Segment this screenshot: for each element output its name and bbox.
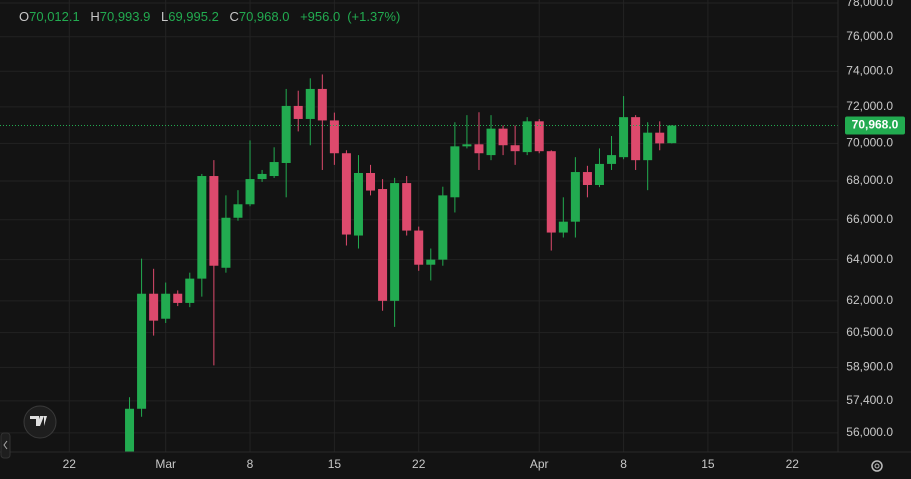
candle-body — [317, 88, 327, 121]
candle-body — [221, 217, 231, 268]
candle-body — [667, 125, 677, 144]
y-tick-label: 78,000.0 — [846, 0, 893, 9]
value: 70,968.0 — [238, 9, 290, 24]
candle-body — [378, 189, 388, 301]
candle-body — [366, 172, 376, 191]
y-tick-label: 58,900.0 — [846, 360, 893, 374]
candle-body — [185, 278, 195, 303]
price-tag — [845, 116, 905, 135]
candle-body — [149, 293, 159, 321]
candle-body — [390, 183, 400, 301]
candle-body — [655, 132, 665, 144]
candle-body — [486, 128, 496, 156]
value: 69,995.2 — [168, 9, 219, 24]
candle-body — [546, 151, 556, 233]
candle-body — [414, 230, 424, 265]
y-tick-label: 70,000.0 — [846, 136, 893, 150]
ohlc-header: O70,012.1 H70,993.9 L69,995.2 C70,968.0 … — [19, 9, 407, 24]
x-tick-label: 22 — [63, 457, 77, 471]
candle-body — [474, 144, 484, 154]
candle-body — [619, 117, 629, 158]
settings-button[interactable] — [871, 460, 883, 472]
candle-body — [293, 105, 303, 119]
y-tick-label: 64,000.0 — [846, 252, 893, 266]
value: 70,993.9 — [99, 9, 151, 24]
candle-body — [426, 259, 436, 265]
candle-body — [558, 221, 568, 233]
candle-body — [462, 144, 472, 147]
candle-body — [510, 145, 520, 152]
candle-body — [173, 293, 183, 303]
y-tick-label: 62,000.0 — [846, 293, 893, 307]
x-tick-label: 8 — [620, 457, 627, 471]
candle-body — [329, 120, 339, 154]
x-tick-label: 22 — [412, 457, 426, 471]
candle-body — [402, 183, 412, 231]
candle-body — [631, 117, 641, 161]
candle-body — [305, 88, 315, 119]
price-tag-label: 70,968.0 — [852, 118, 899, 132]
change: +956.0 — [300, 9, 341, 24]
candle-body — [245, 179, 255, 205]
y-tick-label: 60,500.0 — [846, 325, 893, 339]
y-tick-label: 68,000.0 — [846, 173, 893, 187]
candle-body — [209, 176, 219, 266]
change-pct: (+1.37%) — [347, 9, 401, 24]
candle-body — [450, 146, 460, 198]
candle-body — [438, 195, 448, 260]
candle-body — [522, 121, 532, 153]
y-tick-label: 76,000.0 — [846, 29, 893, 43]
candle-body — [341, 153, 351, 235]
x-tick-label: 8 — [247, 457, 254, 471]
x-tick-label: 15 — [328, 457, 342, 471]
candle-body — [582, 172, 592, 185]
value: 70,012.1 — [29, 9, 80, 24]
candle-body — [269, 162, 279, 177]
candle-body — [570, 172, 580, 222]
grid — [0, 0, 838, 452]
x-tick-label: 15 — [701, 457, 715, 471]
candle-body — [643, 132, 653, 161]
y-tick-label: 56,000.0 — [846, 425, 893, 439]
candle-body — [534, 121, 544, 152]
candle-body — [257, 173, 267, 180]
x-tick-label: Mar — [155, 457, 176, 471]
candle-body — [125, 408, 135, 452]
y-tick-label: 57,400.0 — [846, 393, 893, 407]
y-tick-label: 72,000.0 — [846, 99, 893, 113]
candles — [0, 74, 838, 452]
candle-body — [137, 293, 147, 409]
candle-body — [498, 128, 508, 146]
scroll-left-button[interactable] — [0, 432, 11, 459]
x-tick-label: 22 — [786, 457, 800, 471]
candle-body — [607, 155, 617, 164]
candle-body — [353, 172, 363, 236]
label: H — [90, 9, 100, 24]
x-tick-label: Apr — [530, 457, 549, 471]
candle-body — [281, 105, 291, 163]
candle-body — [233, 204, 243, 218]
label: C — [229, 9, 239, 24]
candle-body — [594, 163, 604, 185]
label: O — [19, 9, 30, 24]
candle-body — [161, 293, 171, 319]
logo — [23, 405, 57, 439]
y-tick-label: 74,000.0 — [846, 63, 893, 77]
label: L — [160, 9, 169, 24]
y-tick-label: 66,000.0 — [846, 212, 893, 226]
candle-body — [197, 176, 207, 279]
